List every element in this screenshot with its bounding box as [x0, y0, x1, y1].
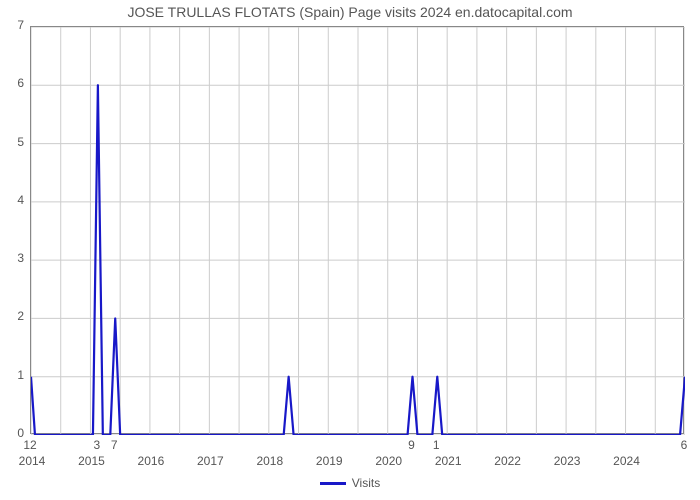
- x-year-tick-label: 2014: [12, 454, 52, 468]
- chart-svg: [31, 27, 685, 435]
- x-year-tick-label: 2020: [369, 454, 409, 468]
- x-year-tick-label: 2024: [607, 454, 647, 468]
- y-tick-label: 6: [4, 76, 24, 90]
- x-year-tick-label: 2021: [428, 454, 468, 468]
- x-year-tick-label: 2016: [131, 454, 171, 468]
- legend-label: Visits: [352, 476, 380, 490]
- y-tick-label: 1: [4, 368, 24, 382]
- y-tick-label: 7: [4, 18, 24, 32]
- x-year-tick-label: 2017: [190, 454, 230, 468]
- legend-swatch: [320, 482, 346, 485]
- x-year-tick-label: 2023: [547, 454, 587, 468]
- chart-legend: Visits: [0, 476, 700, 490]
- x-value-tick-label: 1: [426, 438, 446, 452]
- x-year-tick-label: 2019: [309, 454, 349, 468]
- chart-plot-area: [30, 26, 684, 434]
- y-tick-label: 5: [4, 135, 24, 149]
- chart-title: JOSE TRULLAS FLOTATS (Spain) Page visits…: [0, 4, 700, 20]
- x-value-tick-label: 6: [674, 438, 694, 452]
- x-year-tick-label: 2022: [488, 454, 528, 468]
- x-value-tick-label: 7: [104, 438, 124, 452]
- x-value-tick-label: 9: [402, 438, 422, 452]
- y-tick-label: 4: [4, 193, 24, 207]
- x-year-tick-label: 2015: [71, 454, 111, 468]
- y-tick-label: 2: [4, 309, 24, 323]
- x-value-tick-label: 12: [20, 438, 40, 452]
- y-tick-label: 3: [4, 251, 24, 265]
- x-year-tick-label: 2018: [250, 454, 290, 468]
